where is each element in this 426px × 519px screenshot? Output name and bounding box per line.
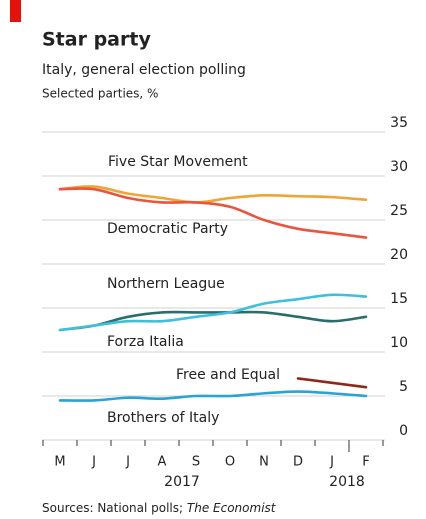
y-tick-label: 20 [390,247,408,263]
x-tick-label: F [362,455,369,470]
chart-subtitle: Italy, general election polling [42,62,246,78]
series-label: Free and Equal [176,367,280,383]
unit-label: Selected parties, % [42,87,158,101]
series-line [58,185,368,204]
source: Sources: National polls; The Economist [42,501,277,515]
series-label: Brothers of Italy [107,410,219,426]
x-tick-label: J [91,455,96,470]
source-emphasis: The Economist [187,501,277,515]
x-tick-label: O [225,455,235,470]
source-text: Sources: National polls; [42,501,183,515]
series-line [58,390,368,402]
series-line [58,293,368,332]
y-tick-label: 10 [390,335,408,351]
series-line [58,187,368,239]
series-line [58,310,368,332]
y-tick-label: 0 [399,423,408,439]
y-tick-label: 15 [390,291,408,307]
y-tick-label: 35 [390,115,408,131]
x-tick-label: N [259,455,269,470]
series-label: Northern League [107,276,225,292]
x-tick-label: D [293,455,303,470]
x-tick-label: J [329,455,334,470]
brand-bar [10,0,21,22]
x-tick-label: J [125,455,130,470]
series-label: Forza Italia [107,334,184,350]
x-tick-label: S [192,455,200,470]
chart-title: Star party [42,29,151,51]
x-group-label: 2018 [329,474,365,490]
x-group-label: 2017 [164,474,200,490]
x-tick-label: A [158,455,167,470]
y-tick-label: 25 [390,203,408,219]
y-tick-label: 5 [399,379,408,395]
series-label: Democratic Party [107,221,228,237]
series-label: Five Star Movement [108,154,248,170]
series-line [296,377,368,389]
x-tick-label: M [54,455,65,470]
y-tick-label: 30 [390,159,408,175]
